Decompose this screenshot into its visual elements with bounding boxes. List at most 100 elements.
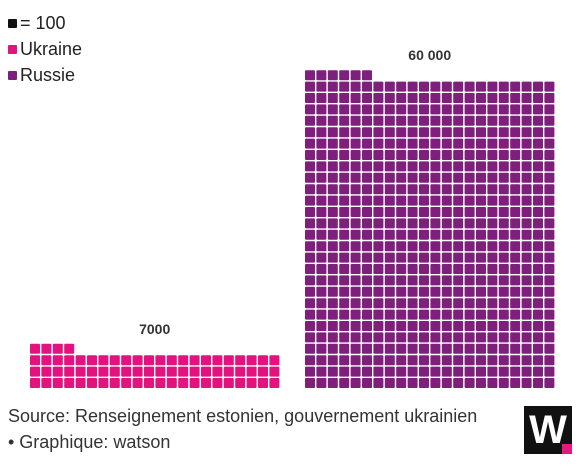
waffle-square-russie (350, 229, 361, 240)
waffle-square-russie (476, 332, 486, 343)
waffle-square-russie (316, 207, 327, 217)
waffle-square-russie (521, 195, 532, 206)
waffle-square-russie (407, 241, 418, 252)
waffle-square-russie (498, 366, 509, 377)
waffle-square-russie (487, 150, 498, 160)
waffle-square-russie (396, 104, 407, 115)
waffle-square-russie (498, 184, 509, 195)
waffle-square-russie (510, 332, 521, 343)
legend-item-ukraine: Ukraine (8, 36, 82, 62)
waffle-square-russie (384, 161, 395, 172)
waffle-square-russie (533, 127, 543, 138)
waffle-square-russie (430, 366, 441, 377)
waffle-square-russie (464, 207, 475, 217)
waffle-square-russie (533, 332, 543, 343)
waffle-square-russie (510, 275, 521, 286)
legend-unit: = 100 (8, 10, 82, 36)
waffle-square-russie (373, 275, 384, 286)
waffle-square-russie (305, 161, 315, 172)
waffle-square-russie (430, 343, 441, 354)
waffle-square-russie (476, 343, 486, 354)
waffle-square-russie (441, 184, 452, 195)
waffle-square-ukraine (201, 355, 211, 366)
waffle-square-russie (305, 229, 315, 240)
waffle-square-russie (350, 264, 361, 274)
waffle-square-russie (419, 229, 429, 240)
waffle-square-russie (533, 366, 543, 377)
waffle-square-russie (521, 298, 532, 309)
waffle-square-russie (339, 298, 350, 309)
waffle-square-russie (316, 275, 327, 286)
waffle-square-russie (407, 161, 418, 172)
waffle-square-russie (544, 366, 555, 377)
waffle-square-russie (464, 309, 475, 320)
waffle-square-russie (305, 241, 315, 252)
waffle-square-russie (464, 150, 475, 160)
waffle-square-russie (373, 321, 384, 331)
waffle-square-russie (305, 355, 315, 366)
waffle-square-russie (373, 332, 384, 343)
waffle-square-russie (487, 104, 498, 115)
waffle-square-russie (316, 127, 327, 138)
waffle-square-russie (407, 366, 418, 377)
waffle-square-russie (350, 207, 361, 217)
waffle-square-russie (544, 81, 555, 92)
waffle-square-russie (350, 150, 361, 160)
waffle-square-russie (396, 127, 407, 138)
waffle-square-russie (316, 321, 327, 331)
waffle-square-russie (498, 93, 509, 103)
waffle-square-russie (327, 298, 338, 309)
waffle-square-russie (407, 93, 418, 103)
waffle-square-russie (521, 229, 532, 240)
waffle-square-russie (533, 229, 543, 240)
waffle-square-russie (384, 355, 395, 366)
waffle-square-russie (498, 298, 509, 309)
waffle-square-russie (362, 115, 372, 126)
watson-logo: W (524, 406, 572, 454)
waffle-square-russie (430, 286, 441, 297)
waffle-square-ukraine (30, 366, 40, 377)
waffle-square-russie (441, 207, 452, 217)
waffle-square-russie (339, 275, 350, 286)
waffle-square-russie (396, 138, 407, 149)
waffle-square-russie (316, 309, 327, 320)
waffle-square-russie (373, 81, 384, 92)
waffle-square-russie (373, 218, 384, 229)
waffle-square-russie (464, 298, 475, 309)
waffle-square-russie (316, 343, 327, 354)
waffle-square-russie (407, 378, 418, 388)
waffle-square-russie (521, 286, 532, 297)
waffle-square-russie (441, 275, 452, 286)
waffle-square-russie (339, 104, 350, 115)
waffle-square-russie (430, 275, 441, 286)
waffle-square-russie (339, 93, 350, 103)
waffle-square-russie (521, 150, 532, 160)
waffle-square-russie (327, 275, 338, 286)
waffle-square-russie (453, 81, 464, 92)
waffle-square-russie (373, 207, 384, 217)
waffle-square-russie (453, 172, 464, 183)
waffle-square-russie (373, 378, 384, 388)
waffle-square-russie (373, 355, 384, 366)
waffle-square-russie (441, 104, 452, 115)
waffle-square-russie (362, 150, 372, 160)
waffle-square-russie (316, 70, 327, 81)
waffle-square-russie (350, 218, 361, 229)
waffle-square-ukraine (98, 366, 109, 377)
waffle-square-russie (464, 161, 475, 172)
waffle-square-ukraine (155, 378, 166, 388)
waffle-square-ukraine (75, 366, 86, 377)
waffle-square-russie (407, 104, 418, 115)
waffle-square-russie (533, 207, 543, 217)
waffle-square-russie (453, 252, 464, 263)
waffle-square-russie (396, 264, 407, 274)
waffle-square-russie (407, 195, 418, 206)
waffle-square-russie (407, 115, 418, 126)
waffle-square-russie (498, 218, 509, 229)
waffle-square-russie (464, 343, 475, 354)
waffle-square-ukraine (75, 378, 86, 388)
waffle-square-russie (476, 172, 486, 183)
waffle-square-russie (453, 218, 464, 229)
waffle-square-russie (487, 332, 498, 343)
waffle-chart: 7000 60 000 (30, 47, 555, 388)
